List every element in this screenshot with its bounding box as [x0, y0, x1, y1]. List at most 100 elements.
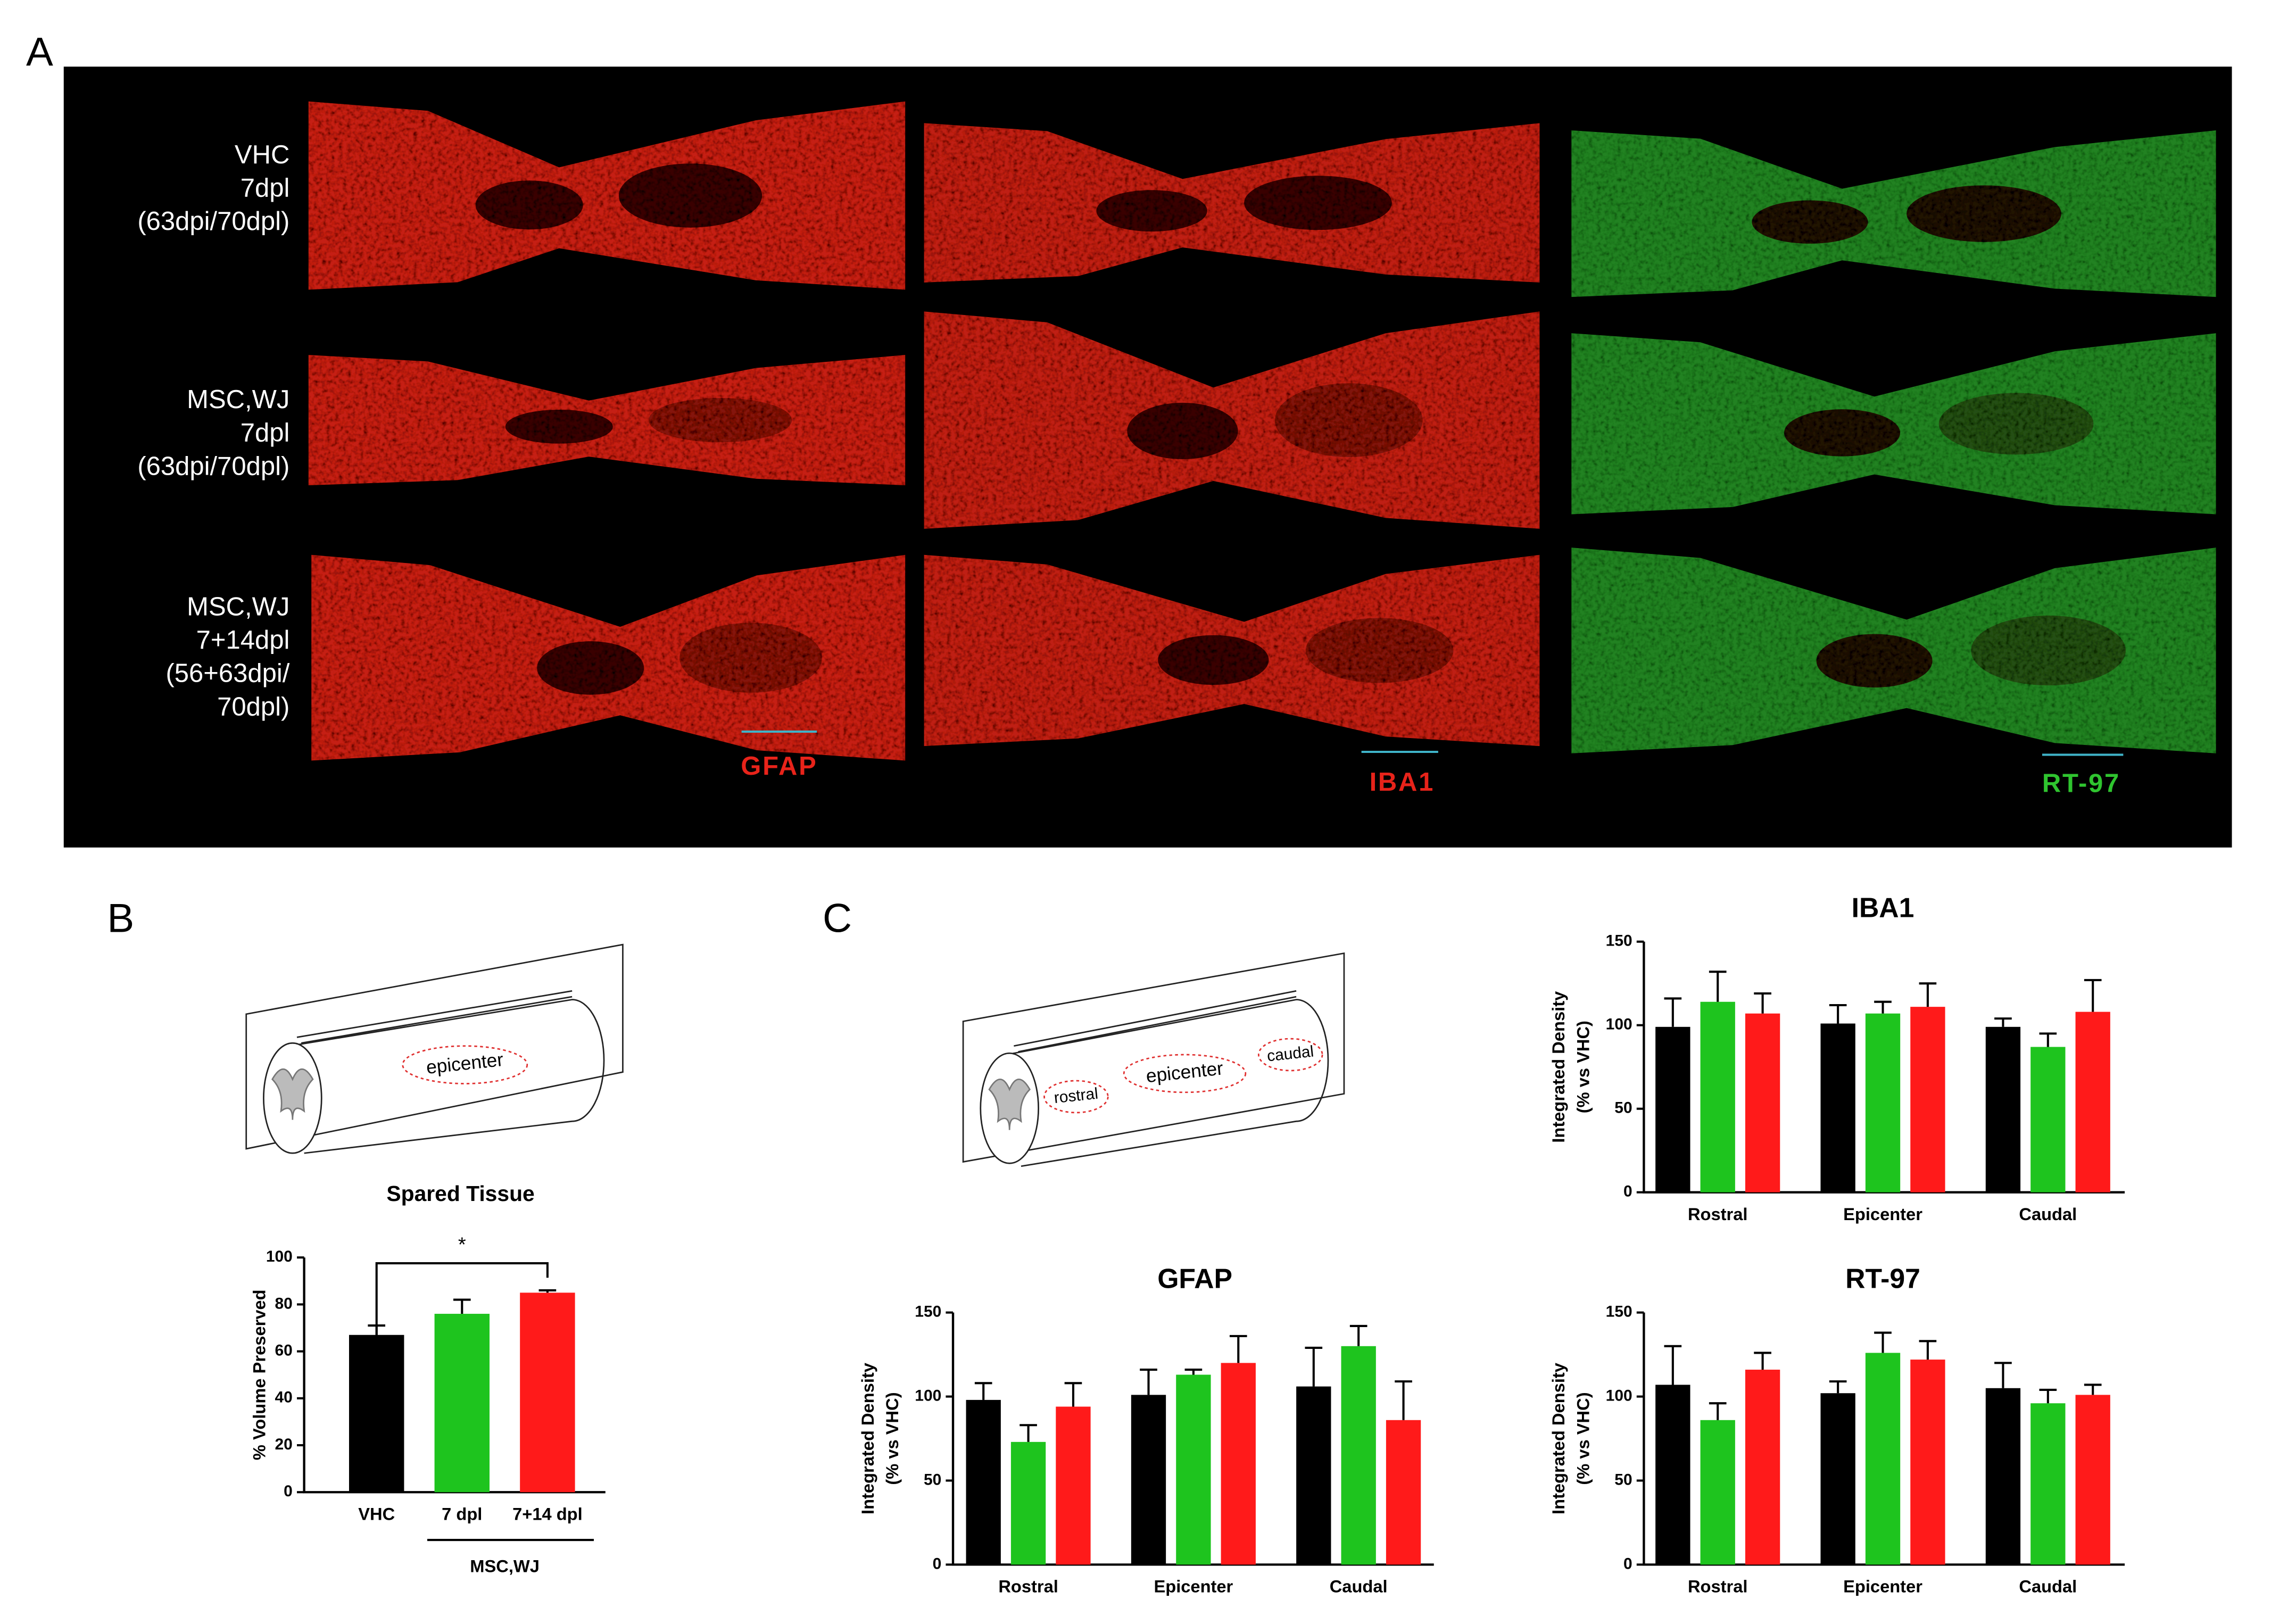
row-label: 7+14dpl	[196, 626, 290, 654]
lesion	[1127, 402, 1238, 460]
stain-label: IBA1	[1370, 768, 1435, 797]
lesion	[475, 180, 583, 230]
micrograph	[308, 101, 906, 290]
y-tick-label: 100	[1606, 1016, 1632, 1033]
chart-title: Spared Tissue	[386, 1181, 534, 1206]
y-tick-label: 50	[1614, 1099, 1632, 1117]
lesion	[1274, 383, 1423, 457]
micrograph	[1571, 548, 2216, 753]
x-tick-label: Rostral	[998, 1577, 1058, 1596]
bar	[1056, 1406, 1091, 1565]
lesion	[537, 641, 644, 695]
chart-title: IBA1	[1852, 892, 1914, 923]
bar	[1176, 1374, 1211, 1565]
chart-title: GFAP	[1157, 1263, 1232, 1294]
y-tick-label: 0	[1623, 1183, 1632, 1200]
y-axis-label: Integrated Density	[1548, 991, 1568, 1143]
significance-label: *	[458, 1233, 466, 1256]
stain-label: GFAP	[741, 752, 817, 781]
y-tick-label: 20	[275, 1436, 293, 1453]
bar	[1865, 1013, 1901, 1192]
bar	[1131, 1395, 1166, 1565]
lesion	[1907, 185, 2061, 242]
micrograph	[1571, 130, 2216, 297]
y-tick-label: 150	[1606, 932, 1632, 950]
bar	[1386, 1420, 1421, 1565]
y-tick-label: 150	[915, 1303, 941, 1321]
y-tick-label: 0	[284, 1482, 293, 1500]
row-label: (63dpi/70dpl)	[137, 207, 289, 236]
y-tick-label: 100	[266, 1248, 293, 1265]
row-label: MSC,WJ	[187, 592, 289, 621]
x-tick-label: Epicenter	[1843, 1204, 1922, 1224]
micrograph	[308, 355, 906, 486]
y-tick-label: 0	[933, 1555, 942, 1572]
tissue	[924, 123, 1540, 283]
y-tick-label: 50	[924, 1471, 941, 1488]
y-axis-label: (% vs VHC)	[882, 1392, 902, 1485]
bar	[1910, 1007, 1945, 1192]
x-tick-label: Rostral	[1688, 1577, 1748, 1596]
y-tick-label: 100	[915, 1387, 941, 1404]
lesion	[1244, 176, 1392, 230]
x-tick-label: Rostral	[1688, 1204, 1748, 1224]
bar	[2075, 1395, 2110, 1565]
lesion	[1971, 615, 2126, 686]
bar	[1221, 1363, 1256, 1565]
x-tick-label: VHC	[358, 1504, 395, 1523]
micrograph	[924, 554, 1540, 747]
bar	[434, 1314, 490, 1493]
x-tick-label: Caudal	[2019, 1577, 2077, 1596]
y-tick-label: 60	[275, 1342, 293, 1360]
bar	[1341, 1346, 1376, 1565]
micrograph	[924, 311, 1540, 529]
chart-title: RT-97	[1845, 1263, 1920, 1294]
tissue	[1571, 130, 2216, 297]
panel-letter: A	[26, 30, 53, 75]
x-tick-label: Caudal	[2019, 1204, 2077, 1224]
bar	[1700, 1001, 1735, 1192]
lesion	[618, 163, 762, 228]
tissue	[308, 101, 906, 290]
bar	[1745, 1370, 1780, 1565]
bar	[2075, 1012, 2110, 1192]
lesion	[679, 623, 822, 693]
row-label: (56+63dpi/	[165, 659, 289, 688]
x-tick-label: Caudal	[1330, 1577, 1388, 1596]
bar	[1655, 1026, 1690, 1192]
x-tick-label: Epicenter	[1843, 1577, 1922, 1596]
lesion	[505, 409, 613, 444]
x-tick-label: 7+14 dpl	[512, 1504, 583, 1523]
y-tick-label: 50	[1614, 1471, 1632, 1488]
y-axis-label: Integrated Density	[1548, 1363, 1568, 1514]
bar	[1745, 1013, 1780, 1192]
bar	[1910, 1360, 1945, 1565]
group-label: MSC,WJ	[470, 1556, 540, 1576]
micrograph	[924, 123, 1540, 283]
bar	[520, 1292, 575, 1493]
micrograph	[311, 554, 906, 761]
lesion	[1096, 190, 1207, 232]
y-tick-label: 150	[1606, 1303, 1632, 1321]
row-label: 7dpl	[241, 174, 290, 203]
lesion	[648, 397, 792, 443]
bar	[1820, 1023, 1855, 1192]
bar	[1700, 1420, 1735, 1565]
row-label: 7dpl	[241, 419, 290, 448]
significance-bracket	[375, 1262, 549, 1359]
row-label: (63dpi/70dpl)	[137, 452, 289, 480]
row-label: VHC	[235, 140, 289, 169]
bar	[1985, 1026, 2021, 1192]
y-tick-label: 100	[1606, 1387, 1632, 1404]
lesion	[1938, 393, 2094, 455]
y-tick-label: 0	[1623, 1555, 1632, 1572]
bar	[1655, 1385, 1690, 1565]
lesion	[1816, 634, 1933, 688]
bar	[1985, 1388, 2021, 1565]
cord-diagram	[245, 943, 624, 1154]
lesion	[1752, 200, 1868, 244]
bar	[1010, 1441, 1046, 1565]
bar	[966, 1399, 1001, 1565]
